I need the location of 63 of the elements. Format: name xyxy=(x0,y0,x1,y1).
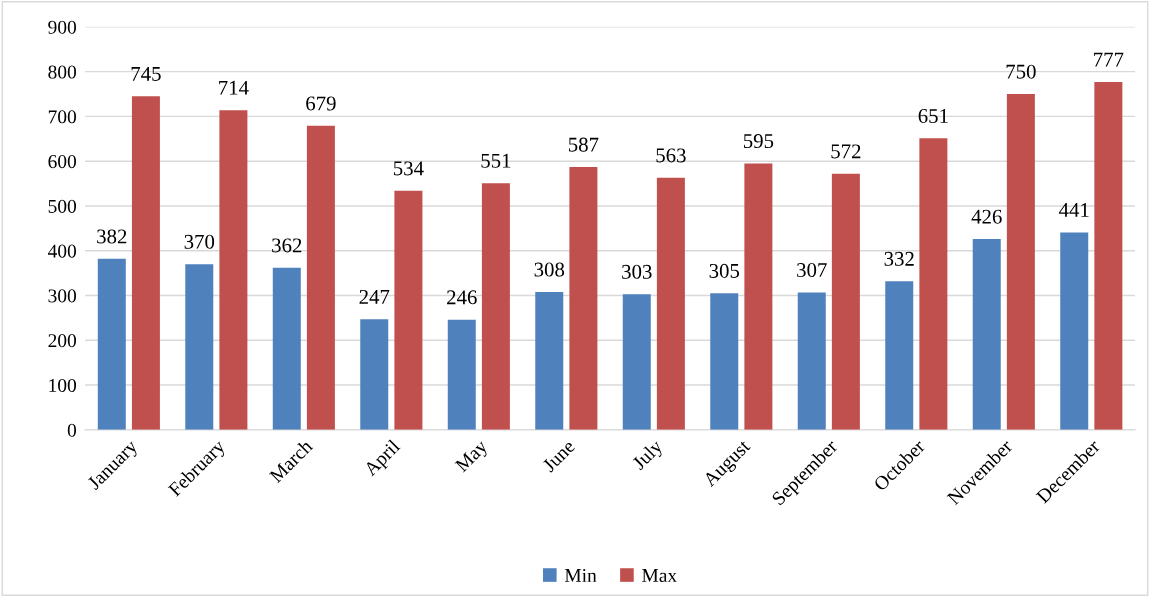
bar xyxy=(97,258,126,430)
bar xyxy=(481,183,510,430)
bar xyxy=(885,281,914,430)
bar xyxy=(622,294,651,430)
x-tick-label: May xyxy=(454,438,492,476)
legend-label: Max xyxy=(642,569,677,583)
bar xyxy=(919,138,948,430)
bar xyxy=(1060,232,1089,430)
data-label: 362 xyxy=(272,238,302,253)
data-label: 534 xyxy=(393,161,424,176)
data-label: 308 xyxy=(534,262,565,277)
y-tick-label: 400 xyxy=(47,244,77,258)
bar xyxy=(1094,81,1123,430)
bar xyxy=(744,163,773,430)
bar xyxy=(306,125,335,430)
data-label: 777 xyxy=(1094,52,1124,67)
data-label: 426 xyxy=(971,209,1002,224)
data-label: 750 xyxy=(1006,64,1036,79)
legend-label: Min xyxy=(564,568,597,582)
bar xyxy=(219,110,248,430)
data-label: 572 xyxy=(831,144,861,159)
data-label: 303 xyxy=(622,264,652,279)
bar xyxy=(972,239,1001,430)
data-label: 587 xyxy=(568,137,599,152)
data-label: 595 xyxy=(743,134,774,149)
bar xyxy=(569,167,598,430)
data-label: 382 xyxy=(97,229,127,244)
bar xyxy=(360,319,389,430)
data-label: 679 xyxy=(306,96,336,111)
bar xyxy=(831,173,860,430)
bar xyxy=(131,96,160,430)
y-tick-label: 200 xyxy=(48,334,77,348)
y-tick-label: 800 xyxy=(48,65,77,79)
data-label: 563 xyxy=(656,148,686,163)
bar xyxy=(656,177,685,430)
bar xyxy=(1006,94,1035,430)
bar xyxy=(710,293,739,430)
y-tick-label: 300 xyxy=(48,289,77,303)
y-tick-label: 600 xyxy=(48,155,77,169)
data-label: 551 xyxy=(481,153,511,168)
x-tick-label: June xyxy=(541,439,576,473)
y-tick-label: 100 xyxy=(49,378,77,392)
bar xyxy=(272,267,301,430)
y-tick-label: 700 xyxy=(48,110,77,124)
y-tick-label: 900 xyxy=(48,20,77,34)
y-tick-label: 500 xyxy=(48,199,77,213)
x-tick-label: July xyxy=(631,438,667,474)
data-label: 714 xyxy=(219,80,249,95)
bar xyxy=(394,190,423,430)
data-label: 305 xyxy=(709,263,740,278)
data-label: 745 xyxy=(131,67,161,81)
data-label: 246 xyxy=(447,290,477,305)
data-label: 307 xyxy=(797,262,827,278)
y-tick-label: 0 xyxy=(67,423,77,437)
bar xyxy=(797,292,826,430)
data-label: 247 xyxy=(359,289,390,304)
bar xyxy=(535,291,564,430)
data-label: 332 xyxy=(884,251,914,266)
data-label: 370 xyxy=(184,234,215,249)
bar xyxy=(447,319,476,430)
data-label: 441 xyxy=(1059,203,1089,217)
data-label: 651 xyxy=(918,109,948,124)
bar xyxy=(185,264,214,430)
